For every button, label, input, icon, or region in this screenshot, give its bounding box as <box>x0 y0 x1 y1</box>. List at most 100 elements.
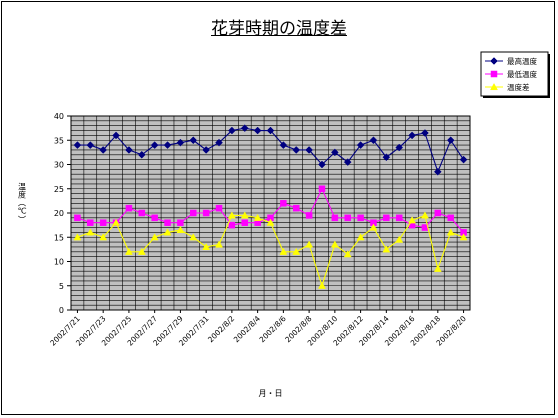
series-0-point <box>189 136 198 145</box>
series-0-point <box>202 146 210 154</box>
series-2-point <box>343 250 352 258</box>
legend-label-2: 温度差 <box>507 82 530 92</box>
series-2-point <box>227 211 236 219</box>
series-0-point <box>446 136 455 145</box>
series-2-point <box>266 218 275 226</box>
series-2-point <box>279 247 288 255</box>
series-2-point <box>189 233 198 241</box>
series-0-point <box>240 124 249 132</box>
series-0-point <box>318 160 326 169</box>
legend-shadow <box>483 96 550 98</box>
series-0-point <box>408 131 416 140</box>
series-0-point <box>215 138 223 147</box>
series-0-point <box>292 146 301 154</box>
legend-marker-0 <box>490 57 498 65</box>
series-0-point <box>305 146 313 154</box>
series-0-point <box>395 143 404 152</box>
series-0-point <box>266 126 275 135</box>
series-0-point <box>176 138 185 147</box>
series-1-point <box>395 214 403 222</box>
series-1-point <box>357 214 364 222</box>
series-2-point <box>73 233 82 241</box>
series-1-point <box>138 209 146 217</box>
series-2-point <box>202 242 211 250</box>
series-2-point <box>253 213 262 221</box>
series-1-point <box>228 221 236 229</box>
series-1-point <box>215 204 223 212</box>
series-2-point <box>330 240 339 248</box>
series-2-point <box>124 247 133 255</box>
y-tick-label: 40 <box>54 112 64 121</box>
series-1-point <box>344 214 351 222</box>
series-1-point <box>87 219 94 226</box>
series-2-point <box>459 233 468 241</box>
series-0-point <box>228 126 236 135</box>
series-1-point <box>125 204 133 212</box>
y-tick-label: 10 <box>54 258 64 267</box>
series-2-point <box>292 247 301 255</box>
series-2-point <box>421 211 429 219</box>
series-0-point <box>112 131 120 140</box>
y-tick-label: 35 <box>54 136 64 145</box>
legend-shadow <box>548 54 550 98</box>
series-2-point <box>150 233 159 241</box>
series-0-point <box>253 126 262 135</box>
series-2-point <box>99 233 108 241</box>
series-2-point <box>318 281 326 289</box>
legend-label-0: 最高温度 <box>507 56 537 66</box>
chart-title: 花芽時期の温度差 <box>211 19 347 39</box>
legend-marker-2 <box>490 82 498 91</box>
series-1-point <box>190 209 197 217</box>
series-1-point <box>447 214 454 222</box>
series-0-point <box>433 167 442 176</box>
y-tick-label: 0 <box>59 306 64 315</box>
y-tick-label: 5 <box>59 282 64 291</box>
series-0-point <box>356 141 365 149</box>
series-2-point <box>305 240 314 248</box>
series-2-point <box>176 225 185 234</box>
series-2-point <box>86 228 95 236</box>
series-0-point <box>137 150 146 159</box>
series-1-point <box>177 219 184 226</box>
series-0-point <box>279 141 288 149</box>
series-2-point <box>137 247 146 255</box>
series-2-point <box>163 228 172 236</box>
y-tick-label: 25 <box>54 185 64 194</box>
series-2-point <box>382 245 391 253</box>
series-1-point <box>305 212 313 219</box>
x-tick-label: 2002/8/6 <box>258 314 288 344</box>
series-0-point <box>150 141 159 149</box>
series-1-point <box>318 185 326 192</box>
series-1-point <box>99 219 107 226</box>
series-0-point <box>459 155 468 164</box>
series-0-point <box>125 146 133 154</box>
series-0-point <box>369 136 378 145</box>
x-tick-label: 2002/8/4 <box>232 314 262 344</box>
series-0-point <box>163 141 172 149</box>
series-2-point <box>356 233 365 241</box>
series-0-point <box>421 129 429 137</box>
y-axis-label: 温度（℃） <box>17 183 27 224</box>
series-1-point <box>164 219 171 226</box>
x-tick-label: 2002/8/2 <box>206 314 236 344</box>
y-tick-label: 15 <box>54 233 64 242</box>
series-2-point <box>433 264 442 272</box>
legend-label-1: 最低温度 <box>507 69 537 79</box>
series-1-point <box>383 214 390 222</box>
series-2-point <box>215 240 223 248</box>
series-0-point <box>331 148 339 157</box>
series-0-point <box>343 158 352 166</box>
series-1-point <box>202 209 210 217</box>
series-2-point <box>408 216 417 224</box>
y-tick-label: 30 <box>54 161 64 170</box>
legend-marker-1 <box>490 70 498 78</box>
series-1-point <box>280 200 287 207</box>
series-1-point <box>241 219 249 226</box>
series-0-point <box>382 153 391 162</box>
series-2-point <box>240 211 249 219</box>
series-2-point <box>369 223 378 231</box>
series-1-point <box>434 209 442 217</box>
series-2-point <box>112 218 120 226</box>
series-1-point <box>74 214 81 222</box>
